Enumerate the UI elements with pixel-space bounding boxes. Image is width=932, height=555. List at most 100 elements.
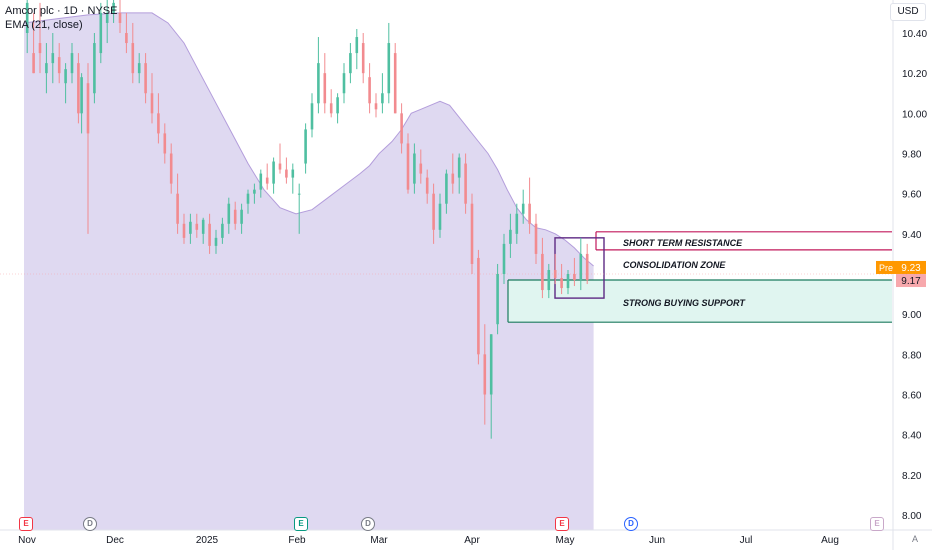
candle-body	[304, 129, 307, 164]
time-tick: Nov	[18, 535, 36, 546]
candle-body	[86, 83, 90, 134]
price-tick: 9.40	[902, 230, 922, 241]
candle-body	[361, 43, 365, 74]
candle-body	[470, 203, 474, 264]
auto-scale-button[interactable]: A	[911, 534, 918, 544]
candle-body	[131, 43, 135, 74]
candle-body	[573, 274, 576, 281]
resistance-label: SHORT TERM RESISTANCE	[623, 238, 743, 248]
ema-fill	[24, 12, 594, 530]
candle-body	[483, 354, 487, 395]
candle-body	[125, 33, 128, 44]
price-tick: 8.00	[902, 511, 922, 522]
earnings-marker[interactable]: E	[294, 517, 308, 531]
price-badges: Pre 9.23 9.17	[876, 260, 926, 288]
currency-button[interactable]: USD	[890, 3, 926, 21]
candle-body	[297, 193, 301, 195]
candle-body	[464, 163, 467, 204]
price-tick: 8.40	[902, 431, 922, 442]
candle-body	[285, 169, 288, 178]
candle-body	[93, 43, 96, 94]
candle-body	[112, 2, 115, 13]
candle-body	[208, 223, 211, 246]
earnings-marker[interactable]: E	[555, 517, 569, 531]
pre-tag-label: Pre	[879, 263, 893, 273]
candle-body	[38, 43, 42, 54]
candle-body	[381, 93, 384, 104]
candle-body	[566, 274, 570, 289]
candle-body	[521, 203, 525, 214]
candle-body	[553, 269, 557, 279]
candle-body	[291, 169, 295, 178]
price-tick: 8.80	[902, 350, 922, 361]
candle-body	[195, 223, 199, 230]
candle-body	[387, 43, 391, 94]
candle-body	[419, 163, 423, 174]
candle-body	[515, 213, 519, 234]
price-tick: 9.60	[902, 190, 922, 201]
candle-body	[425, 177, 429, 194]
candle-body	[368, 77, 371, 104]
ema-legend[interactable]: EMA (21, close)	[5, 19, 83, 31]
time-tick: Jun	[649, 535, 665, 546]
time-tick: May	[556, 535, 575, 546]
price-tick: 8.60	[902, 391, 922, 402]
candle-body	[163, 133, 167, 154]
dividend-marker[interactable]: D	[624, 517, 638, 531]
dividend-marker[interactable]: D	[361, 517, 375, 531]
earnings-marker[interactable]: E	[870, 517, 884, 531]
candle-body	[189, 221, 192, 234]
pre-price-value: 9.23	[901, 263, 921, 274]
earnings-marker[interactable]: E	[19, 517, 33, 531]
candle-body	[150, 93, 154, 114]
candle-body	[253, 189, 256, 194]
candle-body	[57, 57, 61, 74]
dividend-marker[interactable]: D	[83, 517, 97, 531]
candle-body	[496, 274, 499, 325]
candle-body	[579, 253, 583, 281]
chart-legend: Amcor plc · 1D · NYSE EMA (21, close)	[5, 4, 117, 32]
candle-body	[400, 113, 403, 144]
candle-body	[169, 153, 173, 184]
price-tick: 8.20	[902, 471, 922, 482]
candle-body	[317, 63, 320, 104]
candle-body	[329, 103, 333, 114]
candle-body	[144, 63, 147, 94]
candle-body	[509, 229, 512, 244]
candle-body	[227, 203, 231, 224]
candle-body	[118, 12, 122, 23]
candle-body	[374, 103, 378, 110]
candle-body	[445, 173, 448, 204]
candle-body	[541, 253, 544, 291]
candle-body	[349, 53, 352, 74]
time-tick: Dec	[106, 535, 124, 546]
price-tick: 9.00	[902, 310, 922, 321]
pre-price-tag	[896, 260, 926, 274]
support-label: STRONG BUYING SUPPORT	[623, 298, 746, 308]
candle-body	[477, 257, 480, 355]
price-tick: 10.00	[902, 109, 927, 120]
pre-tag	[876, 260, 896, 274]
candle-body	[80, 77, 83, 114]
candle-body	[342, 73, 346, 94]
candle-body	[77, 63, 80, 114]
candle-body	[451, 173, 455, 184]
symbol-title[interactable]: Amcor plc · 1D · NYSE	[5, 5, 118, 17]
price-tick: 10.20	[902, 69, 927, 80]
candle-body	[310, 103, 314, 130]
candle-body	[393, 53, 397, 114]
price-tick: 9.80	[902, 150, 922, 161]
candle-body	[432, 193, 435, 230]
candle-body	[585, 253, 589, 281]
time-tick: Apr	[464, 535, 480, 546]
candle-body	[265, 177, 269, 184]
candle-body	[259, 173, 263, 190]
consolidation-label: CONSOLIDATION ZONE	[623, 260, 726, 270]
candle-body	[406, 143, 410, 190]
candle-body	[51, 53, 55, 64]
support-zone[interactable]	[508, 280, 892, 323]
candle-body	[70, 53, 74, 74]
candle-body	[137, 63, 141, 74]
